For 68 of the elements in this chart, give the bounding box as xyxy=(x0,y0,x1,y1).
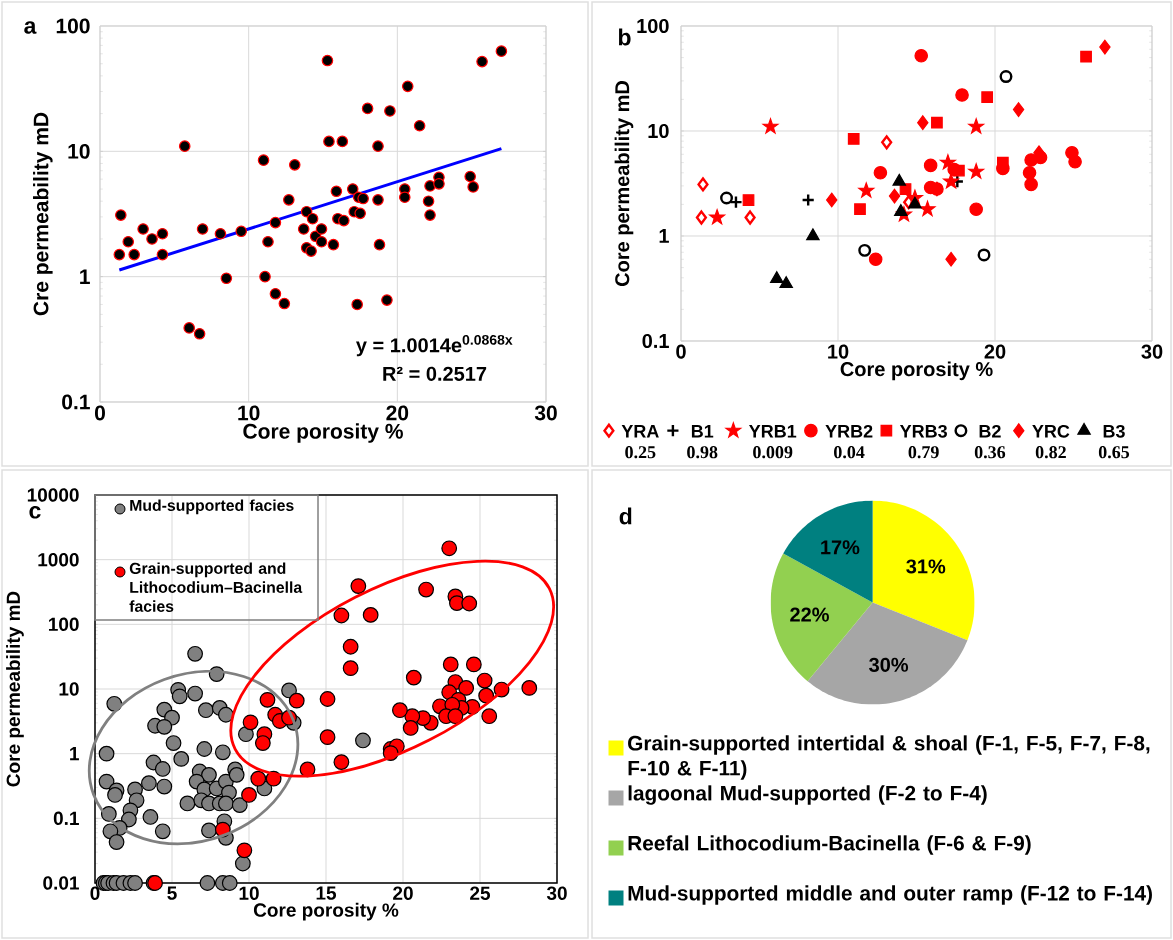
x-tick-label: 5 xyxy=(167,886,177,900)
legend-label: lagoonal Mud-supported (F-2 to F-4) xyxy=(628,785,987,805)
legend-label: YRB1 xyxy=(749,425,797,438)
y-tick-label: 0.1 xyxy=(62,394,90,410)
y-tick-label: 10 xyxy=(68,143,90,159)
legend-label: YRB3 xyxy=(899,424,947,438)
chart-title: a xyxy=(24,21,37,34)
data-label: 22% xyxy=(790,607,829,622)
text: 0.36 xyxy=(974,446,1006,459)
text: 0.65 xyxy=(1098,446,1130,459)
y-axis-title: Core permeability mD xyxy=(6,591,24,787)
y-tick-label: 10 xyxy=(648,123,669,139)
x-tick-label: 10 xyxy=(239,886,259,900)
text: 0.009 xyxy=(753,446,793,459)
x-axis-title: Core porosity % xyxy=(840,361,993,381)
x-tick-label: 0 xyxy=(90,886,100,900)
data-label: 17% xyxy=(821,540,860,555)
y-tick-label: 0.01 xyxy=(43,876,79,890)
x-tick-label: 0 xyxy=(94,405,105,421)
legend-label: B2 xyxy=(979,424,1001,438)
data-label: 30% xyxy=(869,657,909,672)
legend-label: Mud-supported facies xyxy=(130,499,294,515)
legend-label: Reefal Lithocodium-Bacinella (F-6 & F-9) xyxy=(628,835,1031,855)
annotation: y = 1.0014e$^{0.0868x}$ xyxy=(356,334,513,357)
y-tick-label: 1000 xyxy=(38,552,79,567)
legend-label: YRC xyxy=(1032,424,1070,438)
y-tick-label: 10 xyxy=(59,682,79,696)
y-tick-label: 100 xyxy=(637,18,669,34)
x-tick-label: 15 xyxy=(316,886,337,900)
y-tick-label: 0.1 xyxy=(642,333,669,349)
legend-label: Mud-supported middle and outer ramp (F-12 to F-14) xyxy=(628,885,1152,905)
text: d xyxy=(619,507,632,525)
text: 0.25 xyxy=(625,446,656,459)
text: 0.04 xyxy=(834,446,865,459)
y-tick-label: 100 xyxy=(48,617,79,632)
x-tick-label: 25 xyxy=(470,886,491,900)
x-tick-label: 10 xyxy=(238,405,260,421)
legend-label: B1 xyxy=(691,425,714,438)
chart-title: c xyxy=(29,506,41,519)
x-axis-title: Core porosity % xyxy=(243,423,403,443)
x-tick-label: 0 xyxy=(676,344,686,359)
y-axis-title: Cre permeability mD xyxy=(33,112,53,316)
x-tick-label: 30 xyxy=(546,886,567,901)
legend-label: YRA xyxy=(621,425,659,438)
y-tick-label: 1 xyxy=(70,747,79,761)
data-label: 31% xyxy=(906,559,946,574)
x-tick-label: 10 xyxy=(828,344,849,359)
legend-label: Grain-supported intertidal & shoal (F-1, F-5, F-7, F-8, F-10 & F-11) xyxy=(628,735,1150,780)
y-tick-label: 0.1 xyxy=(53,811,79,826)
legend-label: YRB2 xyxy=(825,424,873,438)
x-tick-label: 30 xyxy=(1141,344,1163,359)
y-tick-label: 1 xyxy=(659,229,669,243)
annotation: R² = 0.2517 xyxy=(383,366,487,381)
y-tick-label: 10000 xyxy=(27,488,79,502)
legend-label: B3 xyxy=(1103,424,1125,438)
y-tick-label: 100 xyxy=(56,18,90,34)
x-tick-label: 30 xyxy=(534,405,557,421)
legend-label: Grain-supported and Lithocodium–Bacinella facies xyxy=(129,562,303,612)
text: 0.98 xyxy=(687,446,718,459)
x-tick-label: 20 xyxy=(393,886,413,900)
chart-title: b xyxy=(618,28,631,46)
text: 0.82 xyxy=(1035,446,1066,459)
x-axis-title: Core porosity % xyxy=(253,902,399,921)
y-tick-label: 1 xyxy=(80,269,90,284)
x-tick-label: 20 xyxy=(984,344,1006,359)
x-tick-label: 20 xyxy=(386,405,409,421)
text: 0.79 xyxy=(908,446,939,459)
y-axis-title: Core permeability mD xyxy=(614,80,634,287)
